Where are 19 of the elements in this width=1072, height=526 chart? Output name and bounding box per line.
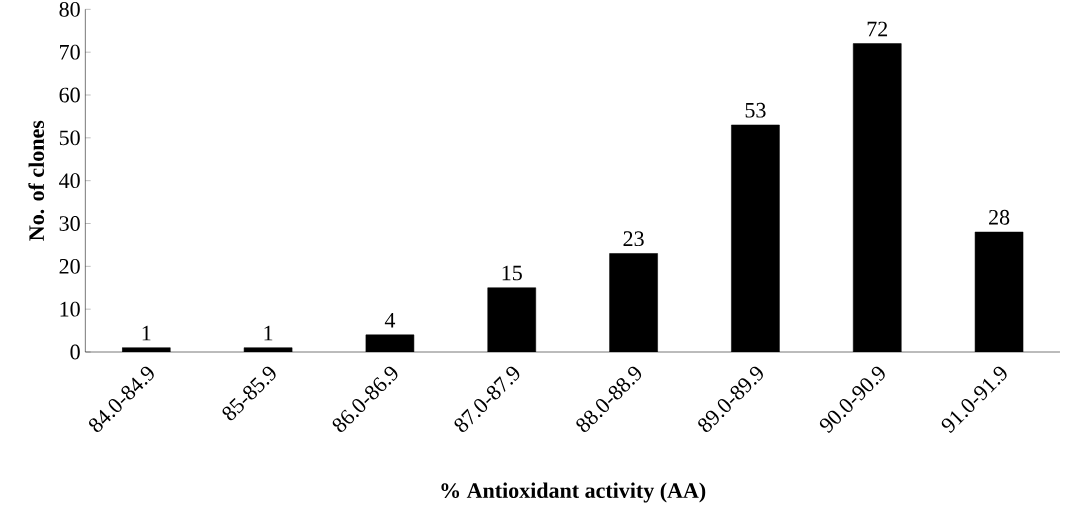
y-tick-label: 10	[60, 301, 80, 317]
data-label: 53	[745, 102, 766, 118]
data-label: 23	[623, 231, 644, 247]
y-tick-label: 20	[59, 258, 80, 274]
y-tick-label: 0	[70, 344, 80, 360]
data-label: 15	[502, 265, 522, 281]
y-tick-label: 40	[59, 173, 80, 189]
y-tick-label: 80	[59, 1, 80, 17]
y-axis-title: No. of clones	[28, 120, 45, 241]
y-tick-label: 30	[59, 216, 80, 231]
y-tick-label: 70	[60, 44, 80, 60]
data-label: 28	[989, 209, 1010, 225]
data-label: 4	[384, 313, 396, 328]
y-tick-label: 50	[59, 130, 80, 146]
data-label: 1	[142, 325, 151, 341]
data-label: 1	[264, 325, 273, 341]
x-axis-title: % Antioxidant activity (AA)	[441, 482, 706, 503]
data-label: 72	[867, 21, 888, 37]
y-tick-label: 60	[59, 87, 80, 103]
